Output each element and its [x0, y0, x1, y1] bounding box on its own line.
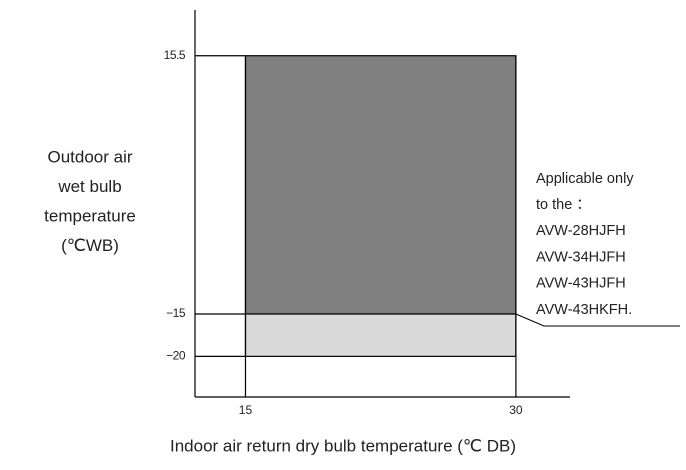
- x-tick-label: 30: [509, 403, 523, 417]
- y-axis-label: wet bulb: [57, 177, 121, 196]
- y-axis-label: Outdoor air: [47, 147, 132, 166]
- annotation: AVW-28HJFH: [536, 223, 626, 239]
- x-axis-label: Indoor air return dry bulb temperature (…: [170, 436, 516, 455]
- y-tick-label: −15: [166, 306, 186, 320]
- leader-line: [515, 313, 680, 327]
- annotation: AVW-34HJFH: [536, 249, 626, 265]
- y-axis-label: (℃WB): [61, 236, 119, 255]
- annotation: AVW-43HJFH: [536, 276, 626, 292]
- annotation: to the ：: [536, 197, 591, 213]
- operating-region: [244, 55, 517, 315]
- x-tick-label: 15: [239, 403, 253, 417]
- operating-region: [244, 313, 517, 357]
- y-axis-label: temperature: [44, 206, 136, 225]
- annotation: AVW-43HKFH.: [536, 302, 632, 318]
- annotation: Applicable only: [536, 171, 634, 187]
- y-tick-label: −20: [166, 349, 186, 363]
- y-tick-label: 15.5: [164, 48, 186, 62]
